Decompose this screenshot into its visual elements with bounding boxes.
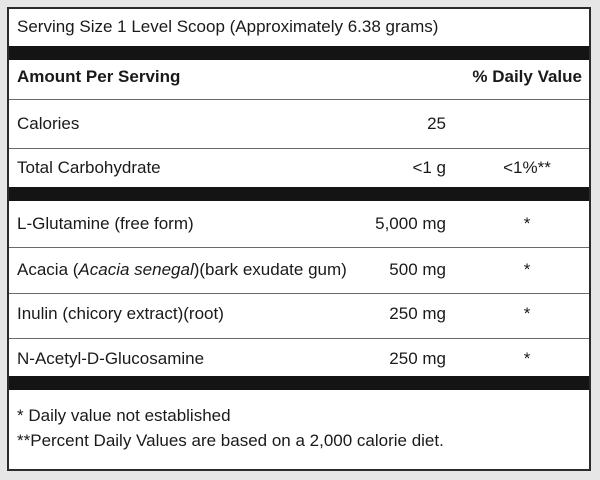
footnote-daily-value-not-established: * Daily value not established — [17, 406, 231, 425]
ingredient-daily-value: * — [523, 349, 531, 368]
row-divider — [9, 293, 589, 294]
ingredient-name: N-Acetyl-D-Glucosamine — [17, 349, 205, 368]
thick-divider — [9, 46, 589, 60]
supplement-facts-panel: Serving Size 1 Level Scoop (Approximatel… — [7, 7, 591, 471]
thick-divider — [9, 187, 589, 201]
ingredient-row-n-acetyl-d-glucosamine: N-Acetyl-D-Glucosamine 250 mg * — [9, 346, 589, 372]
thick-divider — [9, 376, 589, 390]
nutrient-name: Total Carbohydrate — [17, 158, 161, 177]
daily-value-heading: % Daily Value — [472, 67, 582, 86]
row-divider — [9, 338, 589, 339]
row-divider — [9, 99, 589, 100]
ingredient-amount: 250 mg — [389, 349, 446, 368]
nutrient-amount: 25 — [427, 114, 446, 133]
ingredient-daily-value: * — [523, 304, 531, 323]
ingredient-row-acacia: Acacia (Acacia senegal)(bark exudate gum… — [9, 257, 589, 283]
nutrient-row-total-carbohydrate: Total Carbohydrate <1 g <1%** — [9, 155, 589, 181]
ingredient-name: Inulin (chicory extract)(root) — [17, 304, 224, 323]
footnote-percent-daily-values: **Percent Daily Values are based on a 2,… — [17, 431, 444, 450]
ingredient-amount: 5,000 mg — [375, 214, 446, 233]
row-divider — [9, 247, 589, 248]
nutrient-row-calories: Calories 25 — [9, 111, 589, 137]
nutrient-name: Calories — [17, 114, 80, 133]
amount-per-serving-heading: Amount Per Serving — [17, 67, 181, 86]
ingredient-daily-value: * — [523, 260, 531, 279]
serving-size: Serving Size 1 Level Scoop (Approximatel… — [17, 17, 439, 36]
ingredient-amount: 500 mg — [389, 260, 446, 279]
nutrient-amount: <1 g — [412, 158, 446, 177]
ingredient-amount: 250 mg — [389, 304, 446, 323]
ingredient-name: Acacia (Acacia senegal)(bark exudate gum… — [17, 260, 347, 279]
nutrient-daily-value: <1%** — [503, 158, 551, 177]
ingredient-row-l-glutamine: L-Glutamine (free form) 5,000 mg * — [9, 211, 589, 237]
botanical-name: Acacia senegal — [78, 260, 194, 279]
ingredient-daily-value: * — [523, 214, 531, 233]
ingredient-name: L-Glutamine (free form) — [17, 214, 194, 233]
ingredient-row-inulin: Inulin (chicory extract)(root) 250 mg * — [9, 301, 589, 327]
row-divider — [9, 148, 589, 149]
